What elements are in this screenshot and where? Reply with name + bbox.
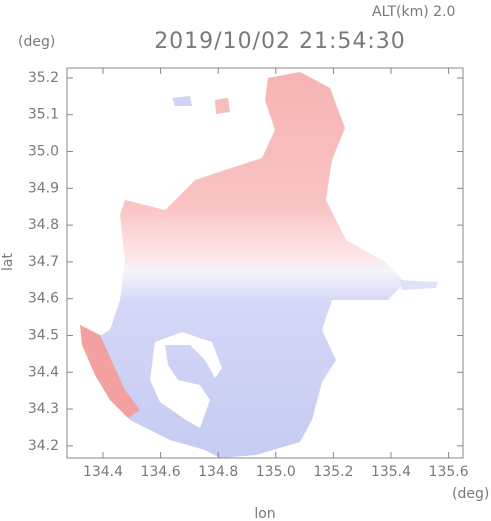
- echo-patch: [172, 96, 192, 106]
- chart-title: 2019/10/02 21:54:30: [154, 29, 406, 54]
- y-tick-label: 34.8: [28, 217, 59, 233]
- sea-gap: [150, 332, 222, 428]
- y-tick-label: 35.1: [28, 107, 59, 123]
- x-tick-label: 134.8: [198, 464, 238, 480]
- x-tick-label: 135.2: [313, 464, 353, 480]
- y-tick-label: 34.4: [28, 364, 59, 380]
- y-axis-label: lat: [0, 253, 16, 271]
- x-tick-label: 135.6: [429, 464, 469, 480]
- y-tick-label: 34.7: [28, 254, 59, 270]
- plot-frame: [66, 67, 464, 459]
- subtitle: ALT(km) 2.0: [372, 4, 455, 20]
- echo-patch: [215, 98, 230, 114]
- y-tick-label: 34.2: [28, 438, 59, 454]
- x-tick-label: 135.4: [371, 464, 411, 480]
- y-tick-label: 35.2: [28, 70, 59, 86]
- y-tick-label: 34.5: [28, 327, 59, 343]
- y-tick-label: 34.9: [28, 180, 59, 196]
- x-tick-label: 135.0: [256, 464, 296, 480]
- y-unit: (deg): [18, 34, 55, 50]
- x-axis-label: lon: [254, 506, 275, 521]
- x-tick-label: 134.4: [83, 464, 123, 480]
- y-tick-label: 34.6: [28, 291, 59, 307]
- echo-patch: [400, 280, 438, 290]
- y-tick-label: 35.0: [28, 144, 59, 160]
- x-unit: (deg): [452, 486, 489, 502]
- x-tick-label: 134.6: [141, 464, 181, 480]
- echo-patch: [80, 325, 140, 418]
- y-tick-label: 34.3: [28, 401, 59, 417]
- velocity-field: [80, 72, 438, 458]
